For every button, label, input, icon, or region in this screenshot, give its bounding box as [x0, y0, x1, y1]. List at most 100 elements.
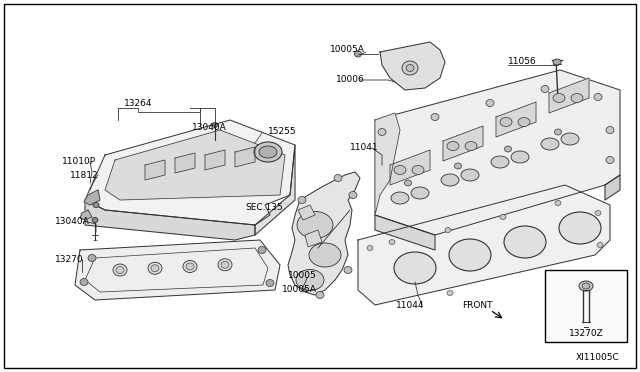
Ellipse shape — [116, 266, 124, 273]
Ellipse shape — [411, 187, 429, 199]
Ellipse shape — [579, 281, 593, 291]
Ellipse shape — [465, 141, 477, 151]
Ellipse shape — [92, 218, 98, 222]
Ellipse shape — [212, 122, 218, 128]
Ellipse shape — [554, 129, 561, 135]
Ellipse shape — [394, 252, 436, 284]
Ellipse shape — [404, 180, 412, 186]
Text: 13270Z: 13270Z — [568, 330, 604, 339]
Polygon shape — [390, 150, 430, 185]
Ellipse shape — [595, 211, 601, 215]
Text: 11812: 11812 — [70, 170, 99, 180]
Ellipse shape — [504, 146, 511, 152]
Polygon shape — [175, 153, 195, 173]
Ellipse shape — [402, 61, 418, 75]
Ellipse shape — [113, 264, 127, 276]
Polygon shape — [443, 126, 483, 161]
Ellipse shape — [218, 259, 232, 271]
Ellipse shape — [367, 246, 373, 250]
Polygon shape — [375, 113, 400, 215]
Ellipse shape — [183, 260, 197, 273]
Polygon shape — [298, 205, 315, 220]
Ellipse shape — [445, 228, 451, 232]
Polygon shape — [375, 215, 435, 250]
Polygon shape — [380, 42, 445, 90]
Ellipse shape — [449, 239, 491, 271]
Polygon shape — [105, 130, 285, 200]
Ellipse shape — [561, 133, 579, 145]
Ellipse shape — [186, 263, 194, 270]
Ellipse shape — [553, 93, 565, 103]
Ellipse shape — [406, 64, 414, 71]
Ellipse shape — [296, 269, 324, 291]
Ellipse shape — [316, 292, 324, 298]
Polygon shape — [80, 210, 92, 220]
Ellipse shape — [297, 212, 333, 238]
Ellipse shape — [461, 169, 479, 181]
Ellipse shape — [334, 174, 342, 182]
Text: 11056: 11056 — [508, 58, 537, 67]
Polygon shape — [305, 230, 322, 247]
Text: FRONT: FRONT — [462, 301, 493, 310]
Polygon shape — [288, 172, 360, 295]
Ellipse shape — [259, 146, 277, 158]
Ellipse shape — [454, 163, 461, 169]
Polygon shape — [84, 190, 100, 205]
Text: 13040A: 13040A — [192, 122, 227, 131]
Ellipse shape — [394, 166, 406, 174]
Ellipse shape — [606, 157, 614, 164]
Polygon shape — [85, 200, 255, 240]
Text: 11044: 11044 — [396, 301, 424, 310]
Text: XI11005C: XI11005C — [576, 353, 620, 362]
Ellipse shape — [431, 113, 439, 121]
Ellipse shape — [221, 261, 229, 268]
Ellipse shape — [378, 128, 386, 135]
Ellipse shape — [266, 279, 274, 286]
Text: 15255: 15255 — [268, 128, 296, 137]
Text: 10005: 10005 — [288, 272, 317, 280]
Polygon shape — [375, 70, 620, 235]
Ellipse shape — [412, 166, 424, 174]
Ellipse shape — [518, 118, 530, 126]
Text: SEC.135: SEC.135 — [245, 203, 283, 212]
Bar — [545, 270, 627, 342]
Polygon shape — [235, 147, 255, 167]
Ellipse shape — [80, 279, 88, 285]
Text: 10005A: 10005A — [330, 45, 365, 55]
Ellipse shape — [511, 151, 529, 163]
Ellipse shape — [258, 247, 266, 253]
Text: 10006: 10006 — [336, 74, 365, 83]
Text: 13270: 13270 — [55, 254, 84, 263]
Text: 11010P: 11010P — [62, 157, 96, 167]
Ellipse shape — [597, 243, 603, 247]
Polygon shape — [145, 160, 165, 180]
Polygon shape — [255, 145, 295, 235]
Ellipse shape — [148, 262, 162, 274]
Polygon shape — [205, 150, 225, 170]
Ellipse shape — [309, 243, 341, 267]
Ellipse shape — [491, 156, 509, 168]
Ellipse shape — [486, 99, 494, 106]
Ellipse shape — [254, 142, 282, 162]
Ellipse shape — [582, 283, 590, 289]
Text: 13040A: 13040A — [55, 217, 90, 225]
Ellipse shape — [151, 265, 159, 272]
Ellipse shape — [355, 51, 362, 57]
Ellipse shape — [571, 93, 583, 103]
Ellipse shape — [344, 266, 352, 273]
Ellipse shape — [541, 138, 559, 150]
Ellipse shape — [93, 202, 99, 208]
Ellipse shape — [500, 118, 512, 126]
Polygon shape — [605, 175, 620, 200]
Ellipse shape — [553, 59, 561, 65]
Ellipse shape — [606, 126, 614, 134]
Polygon shape — [85, 120, 295, 225]
Ellipse shape — [298, 196, 306, 203]
Ellipse shape — [555, 201, 561, 205]
Ellipse shape — [391, 192, 409, 204]
Ellipse shape — [447, 291, 453, 295]
Ellipse shape — [349, 192, 357, 199]
Polygon shape — [496, 102, 536, 137]
Polygon shape — [549, 78, 589, 113]
Ellipse shape — [389, 240, 395, 244]
